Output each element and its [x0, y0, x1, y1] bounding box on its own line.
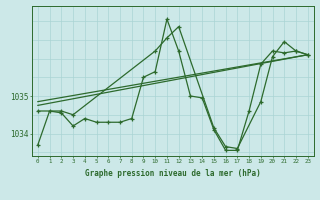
X-axis label: Graphe pression niveau de la mer (hPa): Graphe pression niveau de la mer (hPa): [85, 169, 261, 178]
